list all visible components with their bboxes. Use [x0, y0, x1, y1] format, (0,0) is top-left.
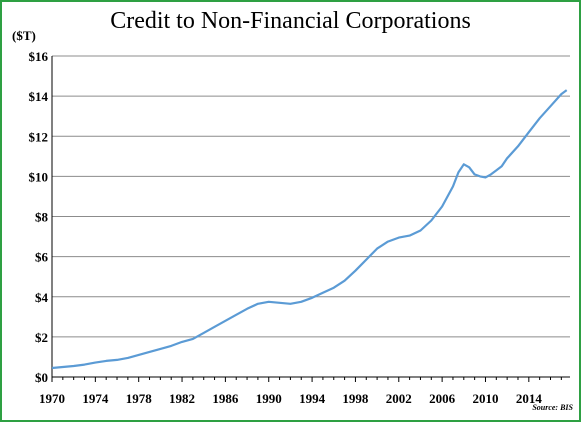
y-tick-label-2: $4: [35, 290, 49, 305]
y-tick-label-5: $10: [29, 169, 49, 184]
x-tick-label-4: 1986: [212, 391, 239, 406]
y-axis-unit-label: ($T): [12, 28, 36, 43]
y-tick-label-0: $0: [35, 370, 48, 385]
x-tick-label-6: 1994: [299, 391, 326, 406]
x-tick-label-2: 1978: [126, 391, 153, 406]
y-tick-label-6: $12: [29, 129, 49, 144]
y-tick-label-8: $16: [29, 49, 49, 64]
chart-title: Credit to Non-Financial Corporations: [110, 8, 471, 34]
x-tick-label-10: 2010: [472, 391, 498, 406]
x-tick-label-5: 1990: [256, 391, 282, 406]
y-tick-label-1: $2: [35, 330, 48, 345]
y-tick-label-4: $8: [35, 210, 49, 225]
x-tick-label-9: 2006: [429, 391, 456, 406]
x-tick-label-7: 1998: [342, 391, 369, 406]
source-note: Source: BIS: [532, 403, 573, 412]
x-tick-label-8: 2002: [386, 391, 412, 406]
x-tick-label-11: 2014: [516, 391, 543, 406]
y-tick-label-7: $14: [29, 89, 49, 104]
x-tick-label-1: 1974: [82, 391, 109, 406]
y-tick-label-3: $6: [35, 250, 49, 265]
x-tick-label-0: 1970: [39, 391, 65, 406]
x-tick-label-3: 1982: [169, 391, 195, 406]
series-line-0: [51, 89, 568, 370]
